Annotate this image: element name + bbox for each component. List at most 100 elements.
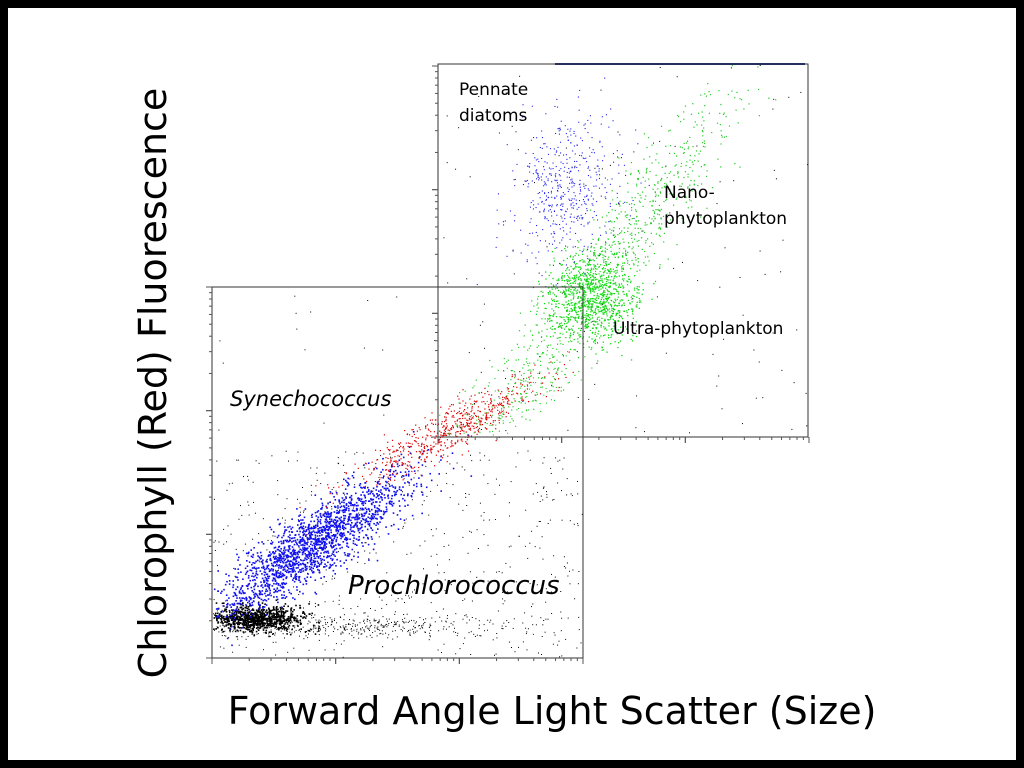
dot — [441, 435, 443, 437]
dot — [573, 331, 575, 334]
dot — [330, 520, 333, 522]
dot — [587, 288, 589, 290]
dot — [386, 464, 388, 466]
dot — [213, 613, 215, 615]
dot — [414, 589, 415, 591]
dot — [299, 607, 302, 609]
dot — [333, 486, 335, 489]
dot — [269, 611, 272, 614]
dot — [323, 551, 325, 554]
dot — [364, 612, 366, 614]
dot — [355, 501, 358, 504]
dot — [219, 646, 221, 648]
dot — [499, 412, 501, 414]
dot — [335, 547, 338, 550]
dot — [292, 625, 294, 627]
dot — [507, 412, 509, 414]
dot — [403, 628, 405, 629]
dot — [310, 541, 312, 543]
dot — [419, 452, 421, 454]
dot — [370, 608, 371, 609]
dot — [294, 295, 296, 297]
dot — [513, 386, 515, 388]
dot — [273, 609, 275, 611]
dot — [245, 628, 247, 630]
dot — [267, 564, 270, 567]
dot — [358, 538, 361, 541]
dot — [307, 528, 310, 531]
dot — [271, 541, 274, 544]
dot — [496, 637, 498, 639]
dot — [417, 443, 419, 445]
dot — [623, 286, 625, 288]
dot — [344, 538, 346, 540]
dot — [350, 628, 352, 630]
dot — [325, 630, 327, 632]
dot — [321, 548, 324, 550]
dot — [290, 573, 292, 576]
dot — [550, 473, 552, 474]
dot — [302, 567, 304, 570]
dot — [284, 539, 287, 542]
dot — [266, 611, 269, 614]
dot — [284, 558, 287, 560]
dot — [308, 629, 310, 632]
dot — [376, 627, 378, 629]
dot — [266, 573, 269, 576]
dot — [426, 445, 428, 447]
dot — [426, 452, 428, 454]
dot — [275, 572, 278, 574]
dot — [328, 542, 331, 544]
dot — [467, 407, 469, 409]
dot — [564, 248, 566, 250]
dot — [319, 521, 321, 523]
dot — [311, 531, 313, 533]
dot — [468, 428, 470, 430]
dot — [403, 478, 405, 480]
dot — [494, 407, 496, 409]
dot — [334, 555, 336, 557]
dot — [392, 502, 395, 505]
dot — [464, 417, 466, 419]
dot — [357, 497, 360, 499]
dot — [440, 441, 442, 443]
dot — [314, 627, 316, 629]
dot — [623, 304, 626, 306]
dot — [228, 483, 230, 485]
dot — [378, 494, 381, 496]
dot — [309, 552, 312, 555]
dot — [299, 536, 301, 538]
dot — [282, 612, 285, 614]
dot — [466, 424, 468, 426]
dot — [348, 509, 350, 512]
dot — [323, 566, 326, 568]
dot — [565, 279, 568, 281]
dot — [391, 503, 393, 506]
dot — [324, 511, 326, 513]
dot — [360, 513, 363, 515]
dot — [343, 627, 345, 629]
dot — [562, 355, 564, 357]
dot — [273, 621, 276, 624]
dot — [597, 342, 599, 344]
dot — [447, 429, 449, 431]
dot — [288, 628, 290, 630]
dot — [481, 391, 483, 394]
dot — [291, 526, 294, 529]
dot — [469, 416, 471, 418]
dot — [229, 628, 231, 630]
dot — [274, 616, 276, 618]
dot — [247, 618, 250, 620]
dot — [569, 570, 570, 572]
dot — [283, 532, 285, 535]
dot — [221, 616, 223, 619]
dot — [391, 463, 394, 465]
dot — [313, 553, 315, 556]
dot — [313, 527, 316, 530]
dot — [286, 610, 289, 612]
dot — [239, 610, 241, 613]
dot — [631, 311, 634, 313]
dot — [375, 489, 377, 491]
dot — [227, 620, 230, 623]
dot — [304, 566, 307, 569]
